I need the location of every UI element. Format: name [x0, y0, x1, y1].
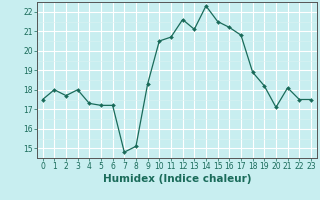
X-axis label: Humidex (Indice chaleur): Humidex (Indice chaleur)	[102, 174, 251, 184]
